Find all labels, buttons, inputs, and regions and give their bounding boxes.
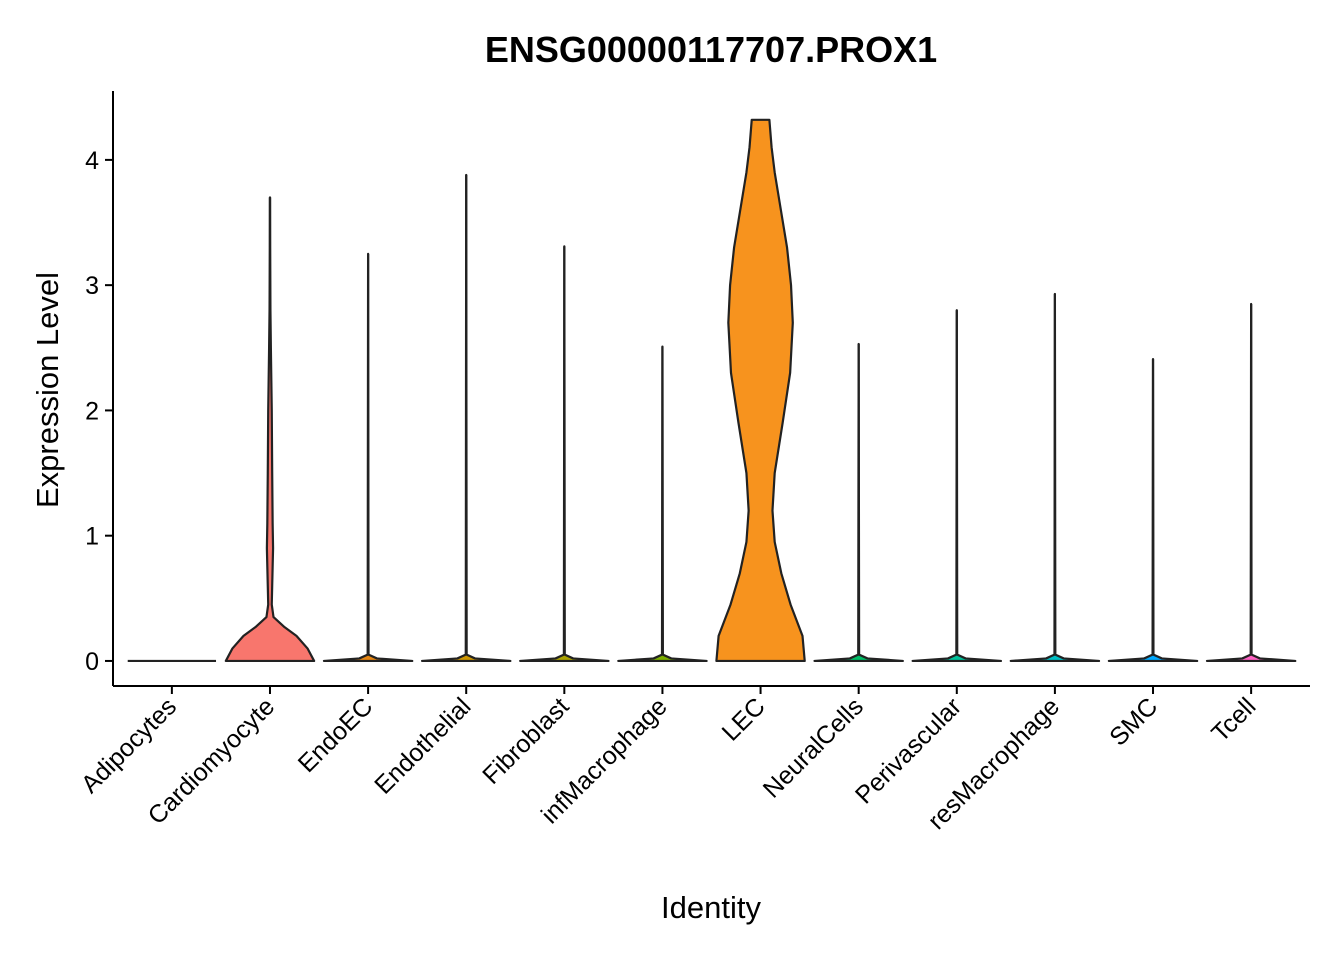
x-tick-label: Endothelial [369, 692, 476, 799]
x-tick-label: EndoEC [293, 692, 379, 778]
violins-layer [127, 118, 1297, 663]
y-axis-title: Expression Level [30, 272, 65, 508]
violin-fibroblast [519, 245, 610, 663]
violin-tcell [1205, 302, 1297, 663]
violin-endoec [322, 252, 414, 663]
x-tick-label: SMC [1104, 692, 1163, 751]
chart-title: ENSG00000117707.PROX1 [485, 29, 937, 70]
violin-cardiomyocyte [224, 196, 316, 663]
x-tick-label: LEC [717, 692, 771, 746]
violin-perivascular [911, 309, 1003, 663]
violin-smc [1107, 357, 1199, 663]
violin-neuralcells [813, 342, 904, 663]
y-ticks: 0 1 2 3 4 [85, 147, 113, 676]
y-tick-label: 3 [85, 272, 99, 300]
x-tick-label: Fibroblast [477, 692, 574, 789]
violin-lec [715, 118, 806, 663]
violin-endothelial [420, 173, 512, 663]
y-tick-label: 1 [85, 523, 99, 551]
y-tick-label: 2 [85, 397, 99, 425]
violin-infmacrophage [617, 345, 708, 663]
x-tick-label: Adipocytes [76, 692, 182, 798]
x-axis-title: Identity [661, 890, 761, 925]
x-tick-label: Tcell [1206, 692, 1261, 747]
y-tick-label: 0 [85, 648, 99, 676]
violin-resmacrophage [1009, 292, 1101, 663]
y-tick-label: 4 [85, 147, 99, 175]
